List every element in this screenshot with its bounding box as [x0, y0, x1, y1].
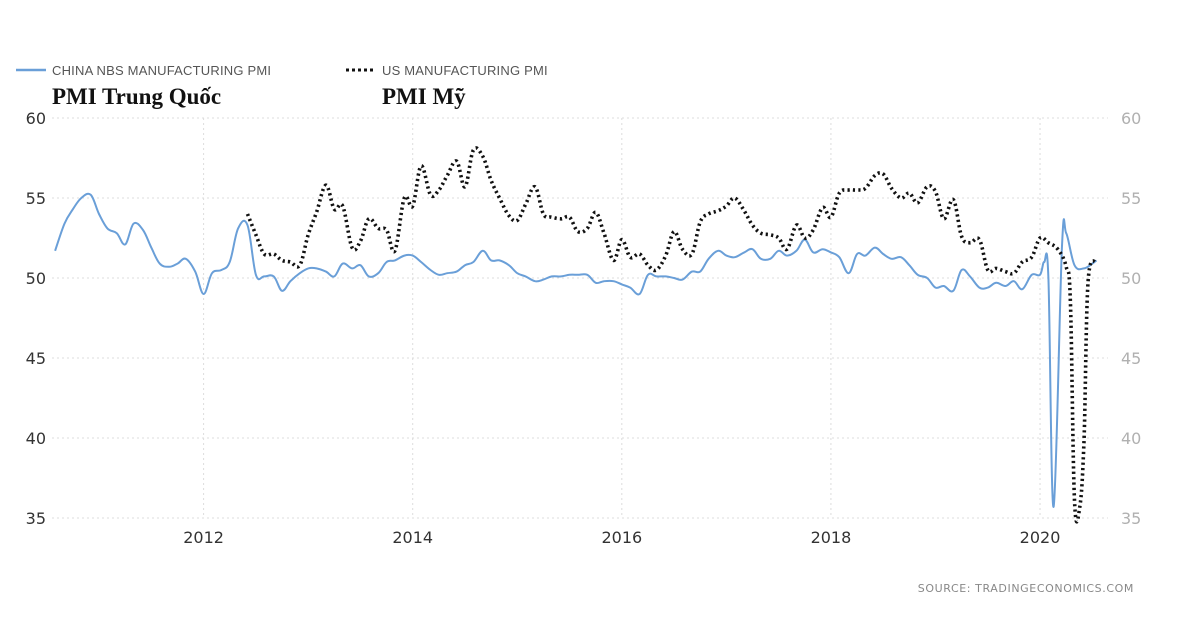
x-axis: 2012 2014 2016 2018 2020 [183, 528, 1060, 547]
legend-us-label[interactable]: US MANUFACTURING PMI [382, 63, 548, 78]
y-tick-label-left: 50 [26, 269, 46, 288]
plot-area [54, 146, 1099, 524]
y-tick-label-right: 35 [1121, 509, 1141, 528]
grid [52, 117, 1108, 519]
x-tick-label: 2016 [601, 528, 642, 547]
legend: CHINA NBS MANUFACTURING PMI US MANUFACTU… [16, 63, 548, 78]
x-tick-label: 2018 [811, 528, 852, 547]
y-axis-left: 35 40 45 50 55 60 [26, 109, 46, 528]
y-tick-label-right: 40 [1121, 429, 1141, 448]
y-tick-label-left: 35 [26, 509, 46, 528]
series-line-china-pmi[interactable] [54, 192, 1098, 508]
annotation-us: PMI Mỹ [382, 84, 466, 109]
source-text: SOURCE: TRADINGECONOMICS.COM [918, 582, 1134, 595]
y-tick-label-left: 40 [26, 429, 46, 448]
legend-china-label[interactable]: CHINA NBS MANUFACTURING PMI [52, 63, 271, 78]
x-tick-label: 2014 [392, 528, 433, 547]
y-tick-label-left: 55 [26, 189, 46, 208]
series-line-us-pmi[interactable] [245, 146, 1099, 524]
y-tick-label-left: 45 [26, 349, 46, 368]
x-tick-label: 2020 [1020, 528, 1061, 547]
x-tick-label: 2012 [183, 528, 224, 547]
y-axis-right: 35 40 45 50 55 60 [1121, 109, 1141, 528]
annotation-china: PMI Trung Quốc [52, 84, 221, 109]
y-tick-label-right: 55 [1121, 189, 1141, 208]
y-tick-label-left: 60 [26, 109, 46, 128]
y-tick-label-right: 45 [1121, 349, 1141, 368]
y-tick-label-right: 50 [1121, 269, 1141, 288]
y-tick-label-right: 60 [1121, 109, 1141, 128]
